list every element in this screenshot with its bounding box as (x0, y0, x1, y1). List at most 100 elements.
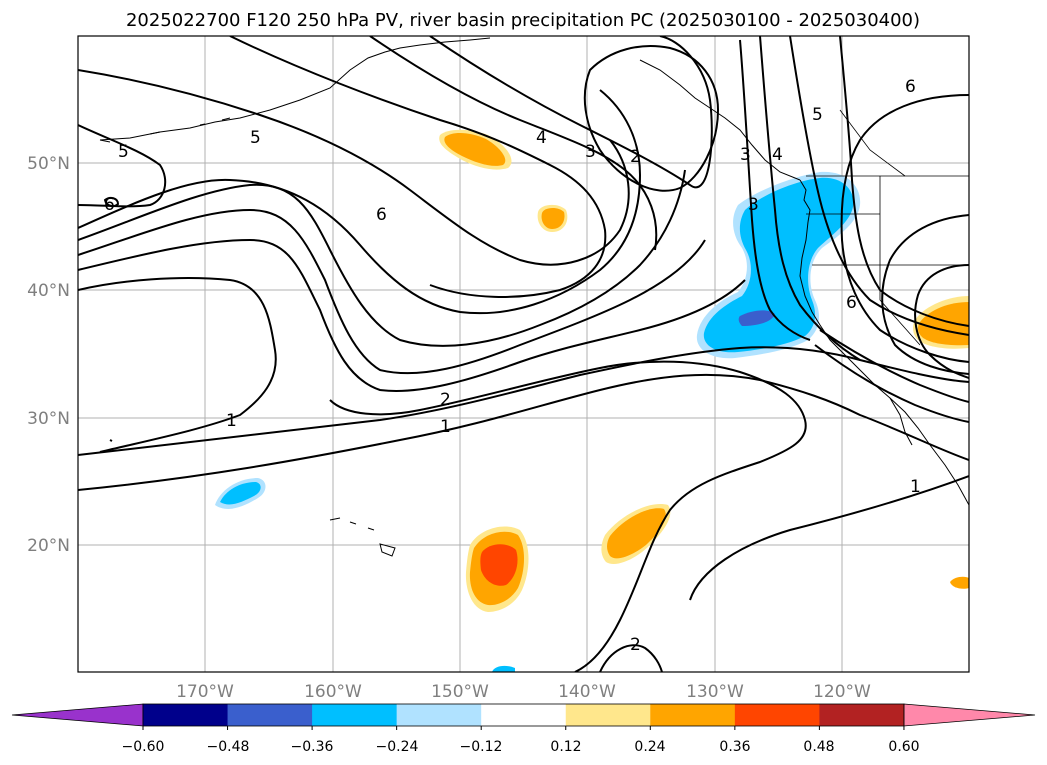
contour-label-5-left: 5 (118, 142, 129, 162)
precip-positive-east (917, 302, 969, 346)
lon-tick-130w: 130°W (686, 682, 744, 702)
lat-tick-40n: 40°N (27, 281, 70, 301)
contour-label-1-left: 1 (226, 411, 237, 431)
contour-2-south (599, 644, 663, 672)
alaska-coast (99, 37, 491, 141)
contour-label-1-mid: 1 (440, 417, 451, 437)
colorbar-extend-min (11, 703, 144, 727)
colorbar-tick: 0.24 (634, 739, 665, 755)
precip-positive-gulf (444, 133, 506, 166)
contour-outer-bowl (78, 238, 746, 392)
colorbar-tick: −0.36 (291, 739, 334, 755)
baja-coast (889, 397, 913, 446)
contour-label-6-mid: 6 (376, 205, 387, 225)
colorbar-tick: 0.48 (803, 739, 834, 755)
contour-2-mid (329, 360, 807, 672)
contour-4 (229, 36, 607, 298)
contour-label-1-east: 1 (910, 477, 921, 497)
lon-tick-140w: 140°W (558, 682, 616, 702)
lon-tick-150w: 150°W (431, 682, 489, 702)
contour-label-5-mid: 5 (250, 128, 261, 148)
colorbar-cell (650, 704, 736, 726)
bc-ab-border (839, 109, 906, 177)
contour-mini-left (109, 439, 113, 442)
colorbar-cell (143, 704, 229, 726)
contour-1-left-loop (78, 277, 277, 453)
contour-label-4-coast: 4 (772, 145, 783, 165)
longitude-labels: 170°W 160°W 150°W 140°W 130°W 120°W (176, 682, 871, 702)
contour-se-2 (814, 344, 969, 423)
colorbar-tick: 0.12 (550, 739, 581, 755)
colorbar-tick: −0.24 (376, 739, 419, 755)
colorbar-cell (819, 704, 905, 726)
colorbar-cells (11, 703, 1036, 730)
colorbar-cell (312, 704, 398, 726)
contour-labels: 5 5 6 6 4 3 2 2 1 1 1 2 3 4 5 6 6 3 (104, 77, 921, 655)
precip-shading (215, 129, 969, 672)
lat-tick-20n: 20°N (27, 536, 70, 556)
colorbar-tick: 0.36 (719, 739, 750, 755)
colorbar-tick-labels: −0.60 −0.48 −0.36 −0.24 −0.12 0.12 0.24 … (122, 739, 920, 755)
political-borders (806, 109, 969, 346)
contour-label-6-northeast: 6 (905, 77, 916, 97)
contour-label-6-left: 6 (104, 195, 115, 215)
contour-east-inner (914, 264, 969, 379)
contour-label-3-north: 3 (740, 145, 751, 165)
colorbar-cell (396, 704, 482, 726)
contour-coast-2 (759, 36, 861, 361)
map-panel: 5 5 6 6 4 3 2 2 1 1 1 2 3 4 5 6 6 3 (78, 36, 969, 672)
contour-label-2-mid: 2 (440, 390, 451, 410)
precip-positive-mexico (950, 576, 969, 589)
contour-coast-4 (839, 36, 969, 327)
precip-negative-strong (738, 310, 775, 326)
precip-negative-south (492, 665, 515, 672)
colorbar-cell (481, 704, 567, 726)
colorbar-cell (565, 704, 651, 726)
map-frame (77, 35, 970, 673)
state-border-ca-nv (879, 265, 921, 346)
contour-label-4: 4 (536, 128, 547, 148)
colorbar: −0.60 −0.48 −0.36 −0.24 −0.12 0.12 0.24 … (11, 703, 1036, 755)
hawaii-islands (329, 517, 396, 557)
colorbar-tick: 0.60 (888, 739, 919, 755)
contour-mid-bowl-2 (78, 169, 686, 347)
lat-tick-30n: 30°N (27, 409, 70, 429)
contour-6-left (103, 196, 120, 208)
contour-north-loop (583, 45, 720, 192)
lon-tick-170w: 170°W (176, 682, 234, 702)
contour-inner-bowl-1 (78, 89, 642, 315)
precip-negative-hawaii-west (220, 482, 261, 505)
precip-positive-south-core (480, 544, 518, 586)
colorbar-tick: −0.60 (122, 739, 165, 755)
colorbar-tick: −0.12 (460, 739, 503, 755)
contour-2-north (429, 36, 713, 189)
lon-tick-120w: 120°W (813, 682, 871, 702)
precip-positive-midpacific (541, 207, 565, 229)
precip-negative-westcoast (703, 177, 854, 353)
latitude-labels: 50°N 40°N 30°N 20°N (27, 154, 70, 556)
contour-coast-1 (739, 39, 811, 341)
contour-1-lower (78, 373, 969, 491)
map-title: 2025022700 F120 250 hPa PV, river basin … (126, 10, 920, 31)
contour-label-6-coast: 6 (846, 293, 857, 313)
pv-contours (78, 36, 969, 672)
contour-label-2-north: 2 (630, 147, 641, 167)
aleutian-islands (99, 117, 231, 143)
colorbar-cell (227, 704, 313, 726)
contour-label-5-coast: 5 (812, 105, 823, 125)
colorbar-tick: −0.48 (207, 739, 250, 755)
contour-se-1 (819, 329, 969, 403)
lon-tick-160w: 160°W (304, 682, 362, 702)
contour-label-2-south: 2 (630, 635, 641, 655)
west-coast (799, 221, 969, 506)
colorbar-extend-max (903, 703, 1036, 727)
lat-tick-50n: 50°N (27, 154, 70, 174)
colorbar-cell (734, 704, 820, 726)
contour-mid-bowl-1 (78, 208, 706, 375)
contour-1-south (689, 475, 969, 601)
contour-3 (369, 36, 658, 251)
contour-inner-bowl-2 (78, 69, 630, 266)
colorbar-frame (142, 703, 905, 727)
contour-label-3-coast: 3 (748, 195, 759, 215)
